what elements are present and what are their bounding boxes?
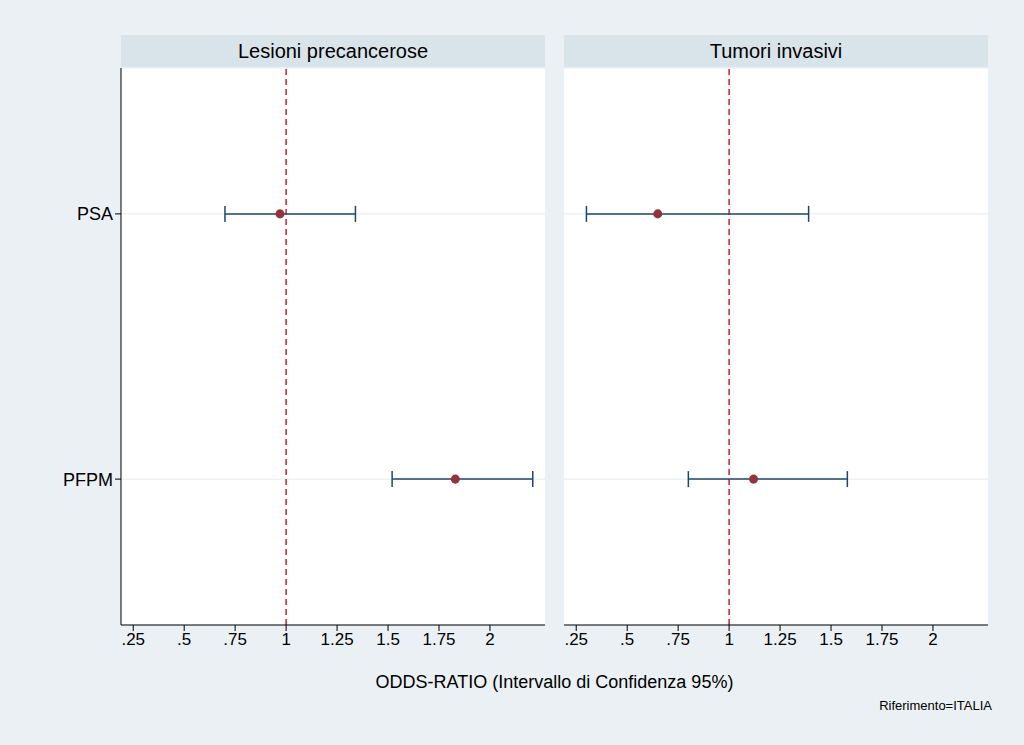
html-text:Lesioni precancerose: Lesioni precancerose — [237, 39, 429, 62]
svg-text:1: 1 — [281, 630, 290, 649]
svg-text:2: 2 — [928, 630, 937, 649]
html-text:ODDS-RATIO (Intervallo di Conf: ODDS-RATIO (Intervallo di Confidenza 95%… — [375, 672, 734, 692]
svg-text:.75: .75 — [666, 630, 690, 649]
html-text:Tumori invasivi: Tumori invasivi — [709, 39, 843, 62]
svg-text:.25: .25 — [564, 630, 588, 649]
svg-text:.5: .5 — [177, 630, 191, 649]
svg-text:1.75: 1.75 — [865, 630, 898, 649]
svg-text:.5: .5 — [620, 630, 634, 649]
svg-text:1.5: 1.5 — [376, 630, 400, 649]
svg-text:1.75: 1.75 — [422, 630, 455, 649]
svg-text:1: 1 — [724, 630, 733, 649]
svg-text:PSA: PSA — [77, 204, 113, 224]
svg-text:1.5: 1.5 — [819, 630, 843, 649]
html-text:Riferimento=ITALIA: Riferimento=ITALIA — [879, 698, 992, 713]
svg-text:1.25: 1.25 — [764, 630, 797, 649]
svg-text:PFPM: PFPM — [63, 470, 113, 490]
svg-text:.25: .25 — [121, 630, 145, 649]
svg-text:.75: .75 — [223, 630, 247, 649]
svg-text:2: 2 — [485, 630, 494, 649]
svg-text:1.25: 1.25 — [321, 630, 354, 649]
